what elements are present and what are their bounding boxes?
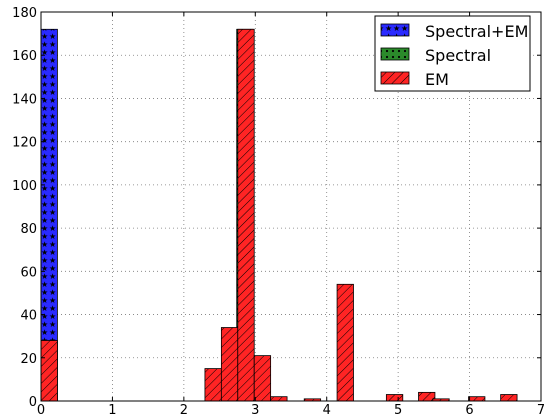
plot-frame bbox=[40, 11, 542, 402]
legend-label-spectral: Spectral bbox=[425, 46, 491, 65]
bar-em bbox=[204, 368, 222, 402]
y-tick-label: 180 bbox=[12, 6, 37, 21]
x-tick-label: 5 bbox=[394, 403, 402, 414]
legend-swatch-spectral bbox=[380, 47, 410, 61]
y-tick-label: 20 bbox=[20, 352, 37, 367]
x-tick-label: 0 bbox=[37, 403, 45, 414]
legend-swatch-em bbox=[380, 71, 410, 85]
legend: Spectral+EM Spectral EM bbox=[374, 15, 531, 92]
legend-label-spectral-em: Spectral+EM bbox=[425, 22, 528, 41]
bar-em bbox=[237, 28, 255, 402]
x-tick-label: 7 bbox=[537, 403, 544, 414]
y-tick-label: 120 bbox=[12, 136, 37, 151]
x-tick-label: 6 bbox=[465, 403, 473, 414]
x-tick-label: 3 bbox=[251, 403, 259, 414]
bar-em bbox=[385, 394, 404, 402]
y-tick-label: 0 bbox=[29, 395, 37, 410]
bar-em bbox=[220, 327, 239, 402]
bar-em bbox=[336, 283, 354, 402]
y-tick-label: 100 bbox=[12, 179, 37, 194]
axis-ticks: 0 1 2 3 4 5 6 7 0 20 40 60 80 100 120 140 160 180 bbox=[12, 6, 544, 414]
bar-em bbox=[270, 396, 288, 402]
bar-em bbox=[500, 394, 518, 402]
bar-em bbox=[40, 340, 58, 402]
x-tick-label: 1 bbox=[108, 403, 116, 414]
y-tick-label: 160 bbox=[12, 49, 37, 64]
y-tick-label: 60 bbox=[20, 265, 37, 280]
y-tick-label: 140 bbox=[12, 92, 37, 107]
legend-label-em: EM bbox=[425, 70, 449, 89]
bar-em bbox=[253, 355, 272, 402]
x-tick-label: 4 bbox=[323, 403, 331, 414]
x-tick-label: 2 bbox=[180, 403, 188, 414]
bar-em bbox=[468, 396, 486, 402]
y-tick-label: 80 bbox=[20, 222, 37, 237]
legend-swatch-spectral-em bbox=[380, 23, 410, 37]
y-tick-label: 40 bbox=[20, 309, 37, 324]
